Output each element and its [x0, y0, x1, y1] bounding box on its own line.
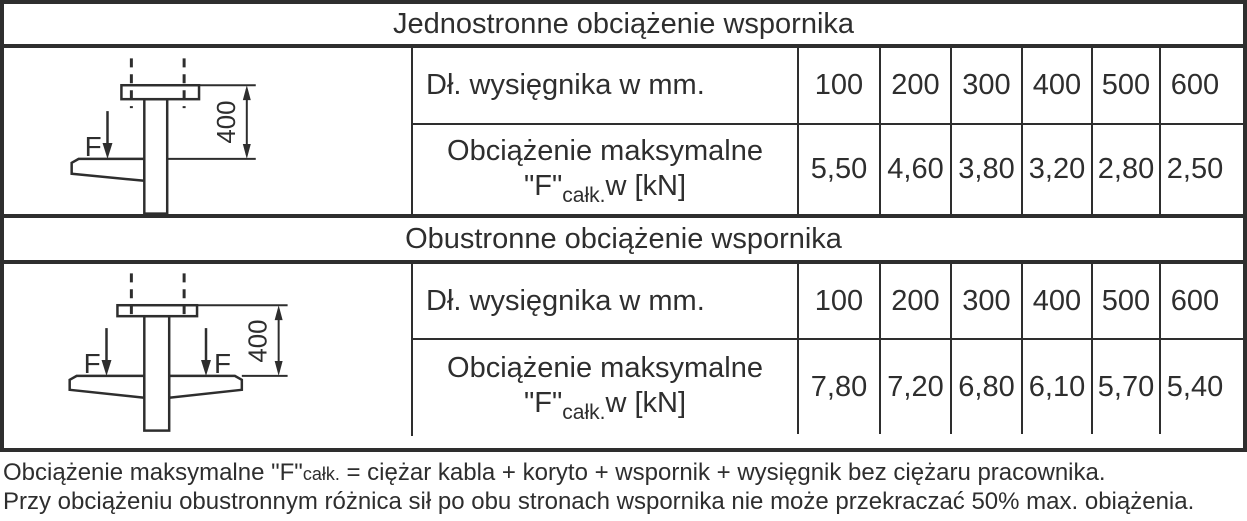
length-value-cell: 400 [1023, 48, 1093, 124]
dimension-arrow-down-icon [274, 360, 283, 376]
load-value-cell: 5,70 [1093, 340, 1161, 434]
post-shape [143, 314, 171, 432]
force-label: F [85, 131, 102, 162]
length-row: Dł. wysięgnika w mm. 100 200 300 400 500… [413, 48, 1243, 126]
load-value-cell: 2,50 [1166, 153, 1224, 186]
length-value-cell: 200 [881, 48, 952, 124]
load-value-cell: 7,20 [881, 340, 952, 434]
length-header-cell: Dł. wysięgnika w mm. [413, 264, 799, 338]
single-load-diagram-cell: 400 F [4, 48, 413, 215]
load-value-cell: 5,40 [1166, 370, 1224, 403]
dimension-arrow-up-icon [242, 85, 251, 101]
load-value-cell: 4,60 [881, 125, 952, 214]
load-value-cell: 2,80 [1093, 125, 1161, 214]
section-title-single-sided: Jednostronne obciążenie wspornika [4, 4, 1243, 48]
length-value-cell: 600 [1170, 69, 1220, 102]
load-unit: w [kN] [605, 169, 687, 202]
bracket-arm-left-shape [68, 374, 146, 400]
length-value-cell: 500 [1093, 48, 1161, 124]
load-value-cell: 3,80 [952, 125, 1023, 214]
section-title-text: Obustronne obciążenie wspornika [405, 222, 842, 255]
load-header-line2: "F"całk.w [kN] [523, 386, 687, 424]
load-row: Obciążenie maksymalne "F"całk.w [kN] 5,5… [413, 125, 1243, 214]
footnotes: Obciążenie maksymalne "F"całk. = ciężar … [3, 459, 1247, 516]
load-header-line2: "F"całk.w [kN] [523, 169, 687, 207]
section-data-rows: Dł. wysięgnika w mm. 100 200 300 400 500… [413, 264, 1243, 436]
force-symbol: "F" [523, 169, 563, 202]
force-arrow-head-icon [102, 142, 113, 159]
footnote-1: Obciążenie maksymalne "F"całk. = ciężar … [3, 459, 1247, 488]
force-label-left: F [84, 348, 101, 379]
load-unit: w [kN] [605, 387, 687, 419]
length-row: Dł. wysięgnika w mm. 100 200 300 400 500… [413, 264, 1243, 340]
top-plate-shape [120, 83, 201, 101]
section-title-double-sided: Obustronne obciążenie wspornika [4, 218, 1243, 264]
load-value-cell: 6,80 [952, 340, 1023, 434]
section-double-sided: 400 F F Dł. wysięgnika w mm. 100 200 300… [4, 264, 1243, 436]
bracket-diagram-double: 400 F F [68, 273, 288, 432]
force-label-right: F [214, 348, 231, 379]
length-value-cell: 500 [1093, 264, 1161, 338]
force-subscript: całk. [562, 183, 606, 207]
force-symbol: "F" [523, 387, 563, 419]
force-subscript: całk. [562, 401, 606, 424]
load-row: Obciążenie maksymalne "F"całk.w [kN] 7,8… [413, 340, 1243, 434]
length-header-cell: Dł. wysięgnika w mm. [413, 48, 799, 124]
footnote-2: Przy obciążeniu obustronnym różnica sił … [3, 488, 1195, 515]
section-data-rows: Dł. wysięgnika w mm. 100 200 300 400 500… [413, 48, 1243, 214]
length-value-cell: 300 [952, 48, 1023, 124]
length-value-cell: 300 [952, 264, 1023, 338]
bracket-arm-right-shape [167, 374, 244, 400]
section-title-text: Jednostronne obciążenie wspornika [392, 7, 855, 40]
post-shape [143, 97, 169, 215]
bracket-arm-shape [70, 157, 146, 183]
length-value-cell: 400 [1023, 264, 1093, 338]
dimension-arrow-up-icon [274, 305, 283, 321]
length-value-cell: 200 [881, 264, 952, 338]
footnote-1-text: = ciężar kabla + koryto + wspornik + wys… [339, 459, 1106, 486]
load-value-cell: 6,10 [1023, 340, 1093, 434]
load-header-cell: Obciążenie maksymalne "F"całk.w [kN] [413, 340, 799, 434]
length-value-cell: 100 [799, 264, 881, 338]
length-value-cell: 100 [799, 48, 881, 124]
load-value-cell: 5,50 [799, 125, 881, 214]
load-value-cell: 3,20 [1023, 125, 1093, 214]
double-load-diagram-cell: 400 F F [4, 264, 413, 436]
dimension-arrow-down-icon [242, 143, 251, 159]
bracket-load-table: Jednostronne obciążenie wspornika [0, 0, 1247, 452]
force-arrow-head-icon [201, 359, 211, 376]
top-plate-shape [116, 303, 199, 318]
section-single-sided: 400 F Dł. wysięgnika w mm. 100 200 300 4… [4, 48, 1243, 218]
dimension-label: 400 [245, 319, 273, 362]
dimension-label: 400 [213, 100, 241, 143]
force-arrow-head-icon [101, 359, 112, 376]
load-header-line1: Obciążenie maksymalne [447, 134, 763, 167]
load-header-line1: Obciążenie maksymalne [447, 352, 763, 384]
load-value-cell: 7,80 [799, 340, 881, 434]
footnote-1-subscript: całk. [302, 464, 340, 484]
length-value-cell: 600 [1170, 284, 1220, 317]
footnote-1-prefix: Obciążenie maksymalne "F" [3, 459, 303, 486]
load-header-cell: Obciążenie maksymalne "F"całk.w [kN] [413, 125, 799, 214]
bracket-diagram-single: 400 F [70, 58, 256, 215]
